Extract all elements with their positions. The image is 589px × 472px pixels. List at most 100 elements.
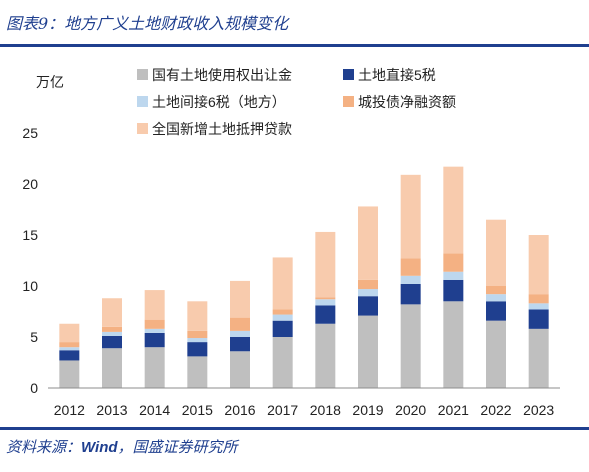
bar-segment — [187, 338, 208, 343]
bar-segment — [358, 296, 378, 316]
y-tick-label: 20 — [22, 176, 38, 192]
bar-segment — [486, 320, 506, 388]
y-tick-label: 15 — [22, 227, 38, 243]
bar-segment — [315, 231, 336, 298]
legend-swatch — [343, 96, 354, 107]
bar-segment — [144, 328, 165, 333]
bar-segment — [400, 275, 421, 284]
bar-segment — [486, 301, 506, 321]
bar-segment — [528, 328, 549, 388]
legend-swatch — [137, 96, 148, 107]
bar-segment — [102, 326, 122, 332]
x-tick-label: 2013 — [96, 402, 127, 418]
bar-segment — [230, 280, 250, 318]
bar-segment — [102, 331, 122, 336]
x-tick-label: 2019 — [352, 402, 383, 418]
bar-segment — [187, 356, 208, 388]
bar-segment — [144, 347, 165, 388]
bar-segment — [102, 348, 122, 388]
bar-segment — [272, 309, 293, 315]
bar-segment — [187, 330, 208, 339]
bar-segment — [59, 360, 80, 388]
bar-segment — [230, 317, 250, 331]
y-axis: 0 5 10 15 20 25 — [22, 125, 38, 396]
x-tick-label: 2020 — [395, 402, 426, 418]
bar-segment — [187, 301, 208, 331]
bar-segment — [315, 297, 336, 300]
x-tick-label: 2022 — [480, 402, 511, 418]
y-tick-label: 25 — [22, 125, 38, 141]
x-axis: 2012 2013 2014 2015 2016 2017 2018 2019 2020 2021… — [48, 387, 560, 418]
bar-segment — [102, 298, 122, 327]
x-tick-label: 2017 — [267, 402, 298, 418]
x-tick-label: 2016 — [224, 402, 255, 418]
x-tick-label: 2015 — [182, 402, 213, 418]
bar-segment — [528, 235, 549, 295]
bar-segment — [315, 299, 336, 306]
x-tick-label: 2014 — [139, 402, 170, 418]
y-tick-label: 0 — [30, 380, 38, 396]
bar-segment — [59, 342, 80, 348]
bar-segment — [315, 323, 336, 388]
bar-segment — [358, 206, 378, 280]
legend-swatch — [137, 69, 148, 80]
bar-segment — [443, 253, 464, 272]
bar-segment — [144, 319, 165, 329]
bars — [59, 166, 549, 388]
bar-segment — [272, 337, 293, 388]
x-tick-label: 2023 — [523, 402, 554, 418]
bar-segment — [272, 257, 293, 310]
bar-segment — [486, 219, 506, 286]
bar-segment — [528, 294, 549, 304]
legend-label: 土地直接5税 — [358, 67, 436, 83]
y-axis-label: 万亿 — [36, 74, 64, 90]
source-prefix: 资料来源： — [6, 438, 82, 456]
legend-swatch — [343, 69, 354, 80]
bar-segment — [59, 347, 80, 351]
x-tick-label: 2012 — [54, 402, 85, 418]
bar-segment — [187, 342, 208, 357]
bar-segment — [315, 305, 336, 324]
bar-segment — [400, 304, 421, 388]
x-tick-label: 2018 — [310, 402, 341, 418]
title-rule — [0, 44, 589, 47]
bar-segment — [230, 351, 250, 388]
legend-label: 城投债净融资额 — [358, 94, 456, 110]
y-tick-label: 5 — [30, 329, 38, 345]
bar-segment — [102, 335, 122, 349]
legend-label: 土地间接6税（地方） — [152, 94, 286, 110]
bar-segment — [59, 323, 80, 343]
bar-segment — [528, 303, 549, 310]
bar-segment — [59, 350, 80, 361]
bar-segment — [486, 294, 506, 302]
source-suffix: ，国盛证券研究所 — [117, 438, 238, 456]
bar-segment — [144, 332, 165, 348]
source-note: 资料来源：Wind，国盛证券研究所 — [6, 436, 238, 457]
bar-segment — [272, 314, 293, 321]
source-rule — [0, 427, 589, 430]
legend-label: 全国新增土地抵押贷款 — [152, 121, 292, 137]
bar-segment — [528, 309, 549, 329]
bar-segment — [230, 337, 250, 352]
bar-segment — [443, 271, 464, 280]
bar-segment — [272, 320, 293, 337]
bar-segment — [144, 290, 165, 320]
legend-swatch — [137, 123, 148, 134]
x-tick-label: 2021 — [438, 402, 469, 418]
bar-segment — [400, 283, 421, 305]
bar-segment — [358, 279, 378, 290]
bar-segment — [486, 286, 506, 295]
bar-segment — [443, 279, 464, 302]
bar-segment — [358, 315, 378, 388]
bar-segment — [400, 174, 421, 259]
bar-segment — [400, 258, 421, 276]
bar-segment — [230, 330, 250, 337]
legend-label: 国有土地使用权出让金 — [152, 67, 292, 83]
bar-segment — [358, 289, 378, 297]
y-tick-label: 10 — [22, 278, 38, 294]
source-name: Wind — [81, 439, 118, 456]
bar-segment — [443, 166, 464, 254]
figure-title: 图表9：地方广义土地财政收入规模变化 — [6, 14, 289, 33]
